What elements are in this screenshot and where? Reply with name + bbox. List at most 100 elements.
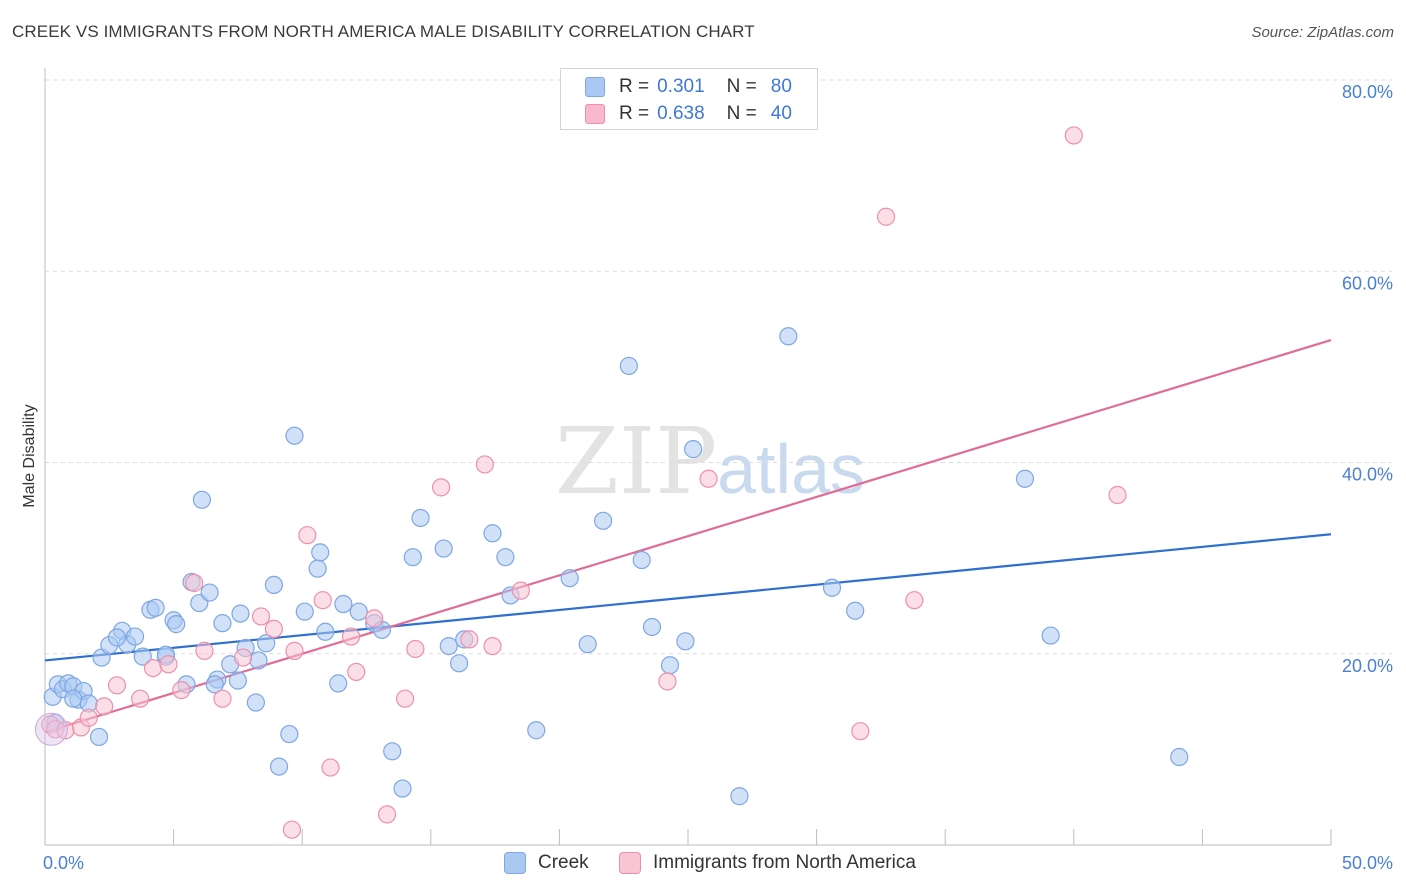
source-label: Source: ZipAtlas.com	[1251, 24, 1394, 41]
creek-point	[730, 787, 749, 806]
grid-lines	[45, 79, 1392, 655]
axis-labels: 20.0% 40.0% 60.0% 80.0% 0.0% 50.0% Male Disabi…	[21, 82, 1393, 873]
watermark: ZIPatlas	[555, 408, 865, 515]
creek-point	[89, 727, 109, 747]
legend-swatch-immigrants	[585, 104, 605, 124]
immigrants-point	[365, 609, 384, 628]
creek-point	[125, 627, 145, 646]
axes	[44, 68, 1332, 846]
y-tick-label: 20.0%	[1342, 656, 1393, 676]
creek-point	[383, 742, 402, 761]
creek-point	[107, 628, 127, 647]
overlap-point	[34, 712, 68, 746]
creek-point	[192, 490, 211, 509]
immigrants-point	[107, 676, 127, 695]
creek-point	[779, 327, 798, 346]
creek-point	[434, 539, 453, 558]
legend-swatch-creek	[585, 77, 605, 97]
immigrants-point	[251, 607, 271, 626]
immigrants-point	[143, 658, 163, 678]
immigrants-point	[851, 722, 870, 741]
creek-point	[64, 689, 83, 708]
y-tick-label: 80.0%	[1342, 82, 1393, 102]
y-tick-label: 60.0%	[1342, 273, 1393, 293]
immigrants-point	[395, 689, 415, 708]
creek-point	[822, 578, 842, 597]
creek-point	[560, 569, 579, 588]
creek-point	[393, 779, 412, 798]
legend-row-immigrants: R = 0.638 N = 40	[585, 102, 792, 126]
legend-r-value: 0.301	[657, 76, 705, 97]
immigrants-point	[377, 805, 397, 824]
immigrants-point	[1064, 126, 1083, 145]
legend-r-label: R =	[619, 76, 650, 97]
legend-r-label: R =	[619, 103, 650, 124]
creek-point	[660, 656, 680, 675]
legend-item-creek[interactable]: Creek	[504, 852, 589, 874]
legend-item-immigrants[interactable]: Immigrants from North America	[619, 852, 916, 874]
immigrants-point	[313, 591, 332, 610]
creek-point	[146, 598, 165, 617]
immigrants-point	[460, 630, 479, 649]
creek-point	[308, 559, 327, 578]
creek-point	[200, 583, 219, 602]
immigrants-point	[475, 455, 494, 474]
creek-point	[349, 602, 368, 621]
creek-point	[594, 511, 613, 530]
immigrants-point	[282, 820, 302, 839]
creek-point	[167, 615, 186, 634]
creek-point	[285, 426, 304, 445]
immigrants-point	[431, 478, 451, 497]
creek-point	[1015, 469, 1035, 488]
creek-point	[676, 632, 695, 651]
creek-point	[439, 636, 458, 656]
immigrants-point	[213, 689, 232, 708]
creek-point	[213, 614, 232, 633]
immigrants-point	[195, 641, 214, 660]
creek-point	[329, 674, 348, 693]
creek-point	[264, 575, 284, 595]
immigrants-point	[876, 207, 896, 226]
creek-point	[295, 602, 314, 621]
creek-point	[642, 617, 662, 637]
immigrants-point	[95, 697, 114, 716]
creek-point	[632, 550, 651, 570]
creek-point	[403, 548, 422, 567]
y-tick-label: 40.0%	[1342, 465, 1393, 485]
immigrants-point	[233, 648, 253, 667]
immigrants-point	[511, 581, 530, 600]
watermark-atlas: atlas	[717, 430, 866, 508]
creek-point	[483, 524, 502, 543]
immigrants-point	[264, 619, 284, 638]
immigrants-point	[159, 655, 178, 674]
creek-point	[334, 594, 353, 614]
legend-row-creek: R = 0.301 N = 80	[585, 75, 792, 99]
immigrants-point	[905, 591, 924, 610]
immigrants-point	[285, 641, 304, 660]
creek-point	[619, 356, 638, 376]
legend-swatch-creek	[504, 852, 526, 874]
creek-point	[496, 548, 515, 567]
creek-point	[316, 622, 335, 641]
immigrants-point	[658, 672, 677, 691]
legend-n-label: N =	[726, 103, 757, 124]
immigrants-point	[483, 636, 502, 656]
creek-point	[578, 635, 597, 654]
legend-n-label: N =	[726, 76, 757, 97]
data-points	[34, 126, 1189, 839]
watermark-zip: ZIP	[555, 408, 718, 515]
creek-point	[411, 508, 430, 528]
x-tick-label: 50.0%	[1342, 853, 1393, 873]
creek-point	[246, 693, 266, 712]
correlation-legend: R = 0.301 N = 80 R = 0.638 N = 40	[560, 68, 818, 130]
creek-point	[280, 724, 299, 744]
creek-point	[311, 543, 330, 562]
creek-point	[1041, 626, 1060, 645]
x-tick-label: 0.0%	[43, 853, 84, 873]
immigrants-point	[185, 573, 204, 593]
immigrants-point	[341, 627, 361, 646]
immigrants-point	[172, 680, 191, 700]
creek-point	[269, 757, 289, 776]
legend-swatch-immigrants	[619, 852, 641, 874]
